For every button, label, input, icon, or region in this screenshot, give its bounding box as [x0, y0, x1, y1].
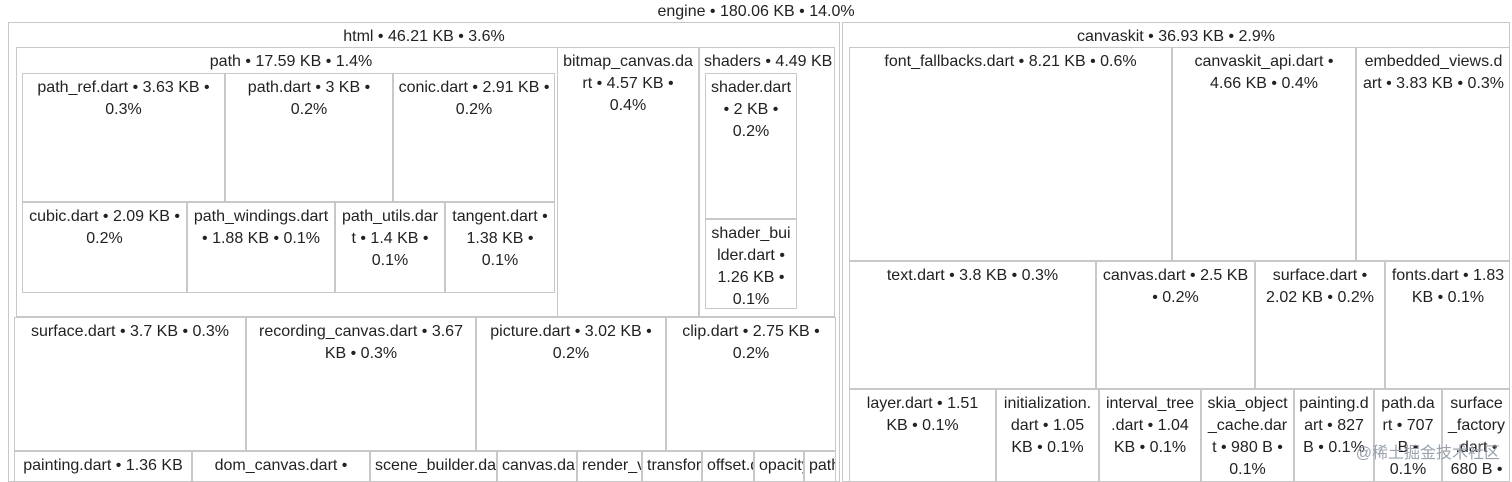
file-font-fallbacks[interactable]: font_fallbacks.dart • 8.21 KB • 0.6%: [849, 47, 1172, 261]
file-canvas[interactable]: canvas.dart: [497, 451, 577, 481]
file-initialization[interactable]: initialization.dart • 1.05 KB • 0.1%: [996, 389, 1099, 481]
file-conic[interactable]: conic.dart • 2.91 KB • 0.2%: [393, 73, 555, 202]
file-recording-canvas[interactable]: recording_canvas.dart • 3.67 KB • 0.3%: [246, 317, 476, 451]
file-layer[interactable]: layer.dart • 1.51 KB • 0.1%: [849, 389, 996, 481]
file-path-windings[interactable]: path_windings.dart • 1.88 KB • 0.1%: [187, 202, 335, 293]
file-picture[interactable]: picture.dart • 3.02 KB • 0.2%: [476, 317, 666, 451]
file-fonts[interactable]: fonts.dart • 1.83 KB • 0.1%: [1385, 261, 1509, 389]
file-offset[interactable]: offset.dart: [702, 451, 754, 481]
file-tangent[interactable]: tangent.dart • 1.38 KB • 0.1%: [445, 202, 555, 293]
file-shader-builder[interactable]: shader_builder.dart • 1.26 KB • 0.1%: [705, 219, 797, 309]
group-path[interactable]: path • 17.59 KB • 1.4% path_ref.dart • 3…: [16, 47, 566, 317]
file-clip[interactable]: clip.dart • 2.75 KB • 0.2%: [666, 317, 836, 451]
file-text[interactable]: text.dart • 3.8 KB • 0.3%: [849, 261, 1096, 389]
file-ck-surface[interactable]: surface.dart • 2.02 KB • 0.2%: [1255, 261, 1385, 389]
file-ck-painting[interactable]: painting.dart • 827 B • 0.1%: [1294, 389, 1374, 481]
file-painting[interactable]: painting.dart • 1.36 KB: [14, 451, 192, 481]
group-shaders[interactable]: shaders • 4.49 KB • 0.3% shader.dart • 2…: [699, 47, 835, 317]
file-embedded-views[interactable]: embedded_views.dart • 3.83 KB • 0.3%: [1356, 47, 1509, 261]
module-html-label: html • 46.21 KB • 3.6%: [343, 28, 505, 45]
file-scene-builder[interactable]: scene_builder.dart: [370, 451, 497, 481]
module-canvaskit-label: canvaskit • 36.93 KB • 2.9%: [1077, 28, 1275, 45]
file-opacity[interactable]: opacity.dart: [754, 451, 804, 481]
file-surface-factory[interactable]: surface_factory.dart • 680 B • 0.1%: [1442, 389, 1509, 481]
file-transform[interactable]: transform.dart: [642, 451, 702, 481]
file-path-ref[interactable]: path_ref.dart • 3.63 KB • 0.3%: [22, 73, 225, 202]
file-path-more[interactable]: path: [804, 451, 836, 481]
watermark: @稀土掘金技术社区: [1355, 445, 1500, 462]
file-ck-path[interactable]: path.dart • 707 B • 0.1%: [1374, 389, 1442, 481]
module-canvaskit[interactable]: canvaskit • 36.93 KB • 2.9% font_fallbac…: [842, 22, 1510, 482]
file-path[interactable]: path.dart • 3 KB • 0.2%: [225, 73, 393, 202]
module-html[interactable]: html • 46.21 KB • 3.6% path • 17.59 KB •…: [8, 22, 840, 482]
file-cubic[interactable]: cubic.dart • 2.09 KB • 0.2%: [22, 202, 187, 293]
file-path-utils[interactable]: path_utils.dart • 1.4 KB • 0.1%: [335, 202, 445, 293]
file-render-vertices[interactable]: render_vertices.dart: [577, 451, 642, 481]
file-surface[interactable]: surface.dart • 3.7 KB • 0.3%: [14, 317, 246, 451]
file-dom-canvas[interactable]: dom_canvas.dart •: [192, 451, 370, 481]
file-shader[interactable]: shader.dart • 2 KB • 0.2%: [705, 73, 797, 219]
engine-title: engine • 180.06 KB • 14.0%: [657, 3, 855, 20]
file-canvaskit-api[interactable]: canvaskit_api.dart • 4.66 KB • 0.4%: [1172, 47, 1356, 261]
file-interval-tree[interactable]: interval_tree.dart • 1.04 KB • 0.1%: [1099, 389, 1201, 481]
group-path-label: path • 17.59 KB • 1.4%: [209, 53, 373, 70]
group-shaders-label: shaders • 4.49 KB • 0.3%: [704, 53, 834, 70]
file-skia-object-cache[interactable]: skia_object_cache.dart • 980 B • 0.1%: [1201, 389, 1294, 481]
file-ck-canvas[interactable]: canvas.dart • 2.5 KB • 0.2%: [1096, 261, 1255, 389]
file-bitmap-canvas[interactable]: bitmap_canvas.dart • 4.57 KB • 0.4%: [557, 47, 699, 317]
